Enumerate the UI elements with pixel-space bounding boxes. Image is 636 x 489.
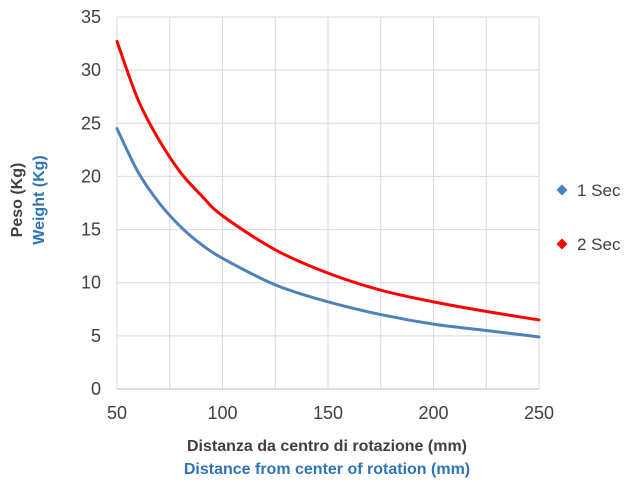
y-tick-label: 5 — [91, 326, 101, 346]
y-tick-label: 10 — [81, 273, 101, 293]
x-axis-title-en: Distance from center of rotation (mm) — [184, 461, 470, 478]
x-tick-label: 50 — [107, 403, 127, 423]
x-tick-labels: 50 100 150 200 250 — [107, 403, 554, 423]
x-tick-label: 150 — [313, 403, 343, 423]
y-tick-label: 20 — [81, 166, 101, 186]
legend-label-2: 2 Sec — [577, 235, 621, 254]
series-line-1 — [115, 127, 541, 339]
y-tick-label: 30 — [81, 60, 101, 80]
legend-item-1: 1 Sec — [556, 181, 621, 200]
y-tick-label: 35 — [81, 7, 101, 27]
legend-label-1: 1 Sec — [577, 181, 621, 200]
y-axis-title: Peso (Kg) — [9, 163, 26, 238]
legend-marker-2 — [556, 238, 568, 250]
x-tick-label: 200 — [418, 403, 448, 423]
y-tick-label: 25 — [81, 113, 101, 133]
y-tick-labels: 0 5 10 15 20 25 30 35 — [81, 7, 101, 399]
y-tick-label: 0 — [91, 379, 101, 399]
series-line-2 — [115, 39, 541, 322]
x-axis-title: Distanza da centro di rotazione (mm) — [187, 438, 467, 455]
x-tick-label: 100 — [207, 403, 237, 423]
legend-marker-1 — [556, 184, 568, 196]
legend-item-2: 2 Sec — [556, 235, 621, 254]
series-lines — [115, 39, 541, 339]
y-tick-label: 15 — [81, 220, 101, 240]
y-axis-title-en: Weight (Kg) — [31, 155, 48, 244]
grid — [116, 16, 540, 390]
x-tick-label: 250 — [524, 403, 554, 423]
legend: 1 Sec 2 Sec — [556, 181, 621, 254]
